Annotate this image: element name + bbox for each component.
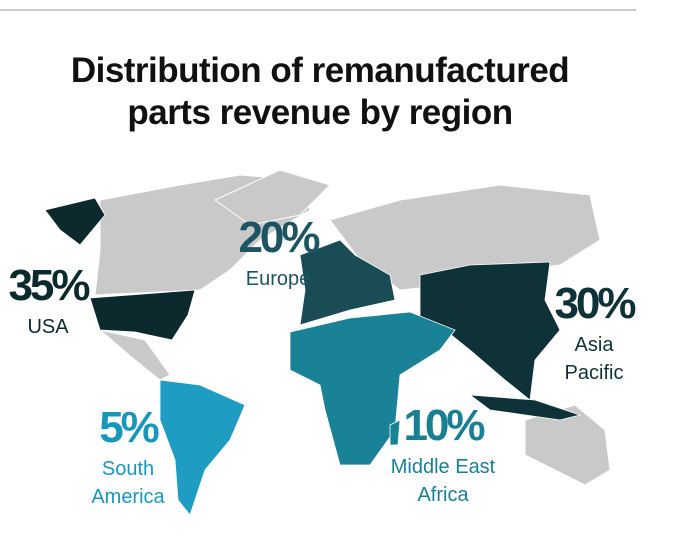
region-name: America [91,486,165,508]
greenland [214,169,331,226]
region-shape [468,394,582,421]
title-line: parts revenue by region [127,93,512,132]
region-name: Europe [246,268,311,290]
region-value: 10% [403,401,484,450]
region-name: Africa [417,484,469,506]
region-value: 35% [8,261,89,310]
region-name: Middle East [391,456,496,478]
region-shape [44,197,106,246]
title-line: Distribution of remanufactured [71,51,569,90]
labels: 35% USA 20% Europe 30% Asia Pacific 10% Middle E… [8,213,638,508]
region-shape [389,419,401,446]
region-value: 30% [554,279,635,328]
region-shape [299,239,396,326]
region-name: USA [27,316,69,338]
australia [524,404,611,486]
region-name: Asia [575,334,615,356]
region-value: 5% [99,403,158,452]
background-land [94,169,611,486]
region-name: South [102,458,154,480]
region-shape [159,379,246,516]
region-value: 20% [238,213,319,262]
central-america [99,329,171,381]
region-shape [89,289,196,341]
regions [44,197,582,516]
region-name: Pacific [565,362,624,384]
